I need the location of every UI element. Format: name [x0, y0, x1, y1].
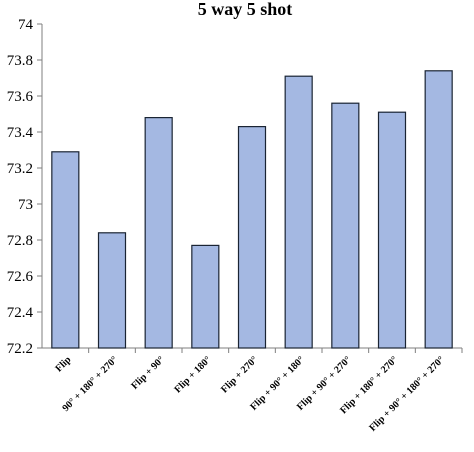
y-axis-ticks: 72.2 72.4 72.6 72.8 73 73.2 73.4 73.6 73.8 74 [7, 17, 42, 357]
bar [424, 70, 453, 349]
x-tick-label: Flip + 90° [129, 354, 166, 391]
y-tick-label: 72.6 [7, 269, 34, 285]
bar [237, 125, 267, 349]
y-tick-label: 72.4 [7, 305, 34, 321]
bar [284, 75, 313, 349]
bar [191, 244, 220, 349]
x-tick-label: Flip + 180° [172, 354, 213, 395]
x-tick-label: Flip + 270° [219, 354, 260, 395]
y-tick-label: 73.6 [7, 89, 34, 105]
y-tick-label: 74 [18, 17, 34, 33]
bar [377, 111, 407, 349]
bar [331, 102, 360, 349]
y-tick-label: 73 [18, 197, 33, 213]
bar [144, 116, 173, 349]
y-tick-label: 72.2 [7, 341, 33, 357]
bar [97, 232, 127, 349]
x-tick-label: Flip [53, 354, 73, 374]
y-tick-label: 72.8 [7, 233, 33, 249]
chart-title: 5 way 5 shot [198, 0, 293, 19]
y-tick-label: 73.8 [7, 53, 33, 69]
y-tick-label: 73.2 [7, 161, 33, 177]
bar-series [51, 70, 453, 349]
bar [51, 151, 80, 349]
y-tick-label: 73.4 [7, 125, 34, 141]
